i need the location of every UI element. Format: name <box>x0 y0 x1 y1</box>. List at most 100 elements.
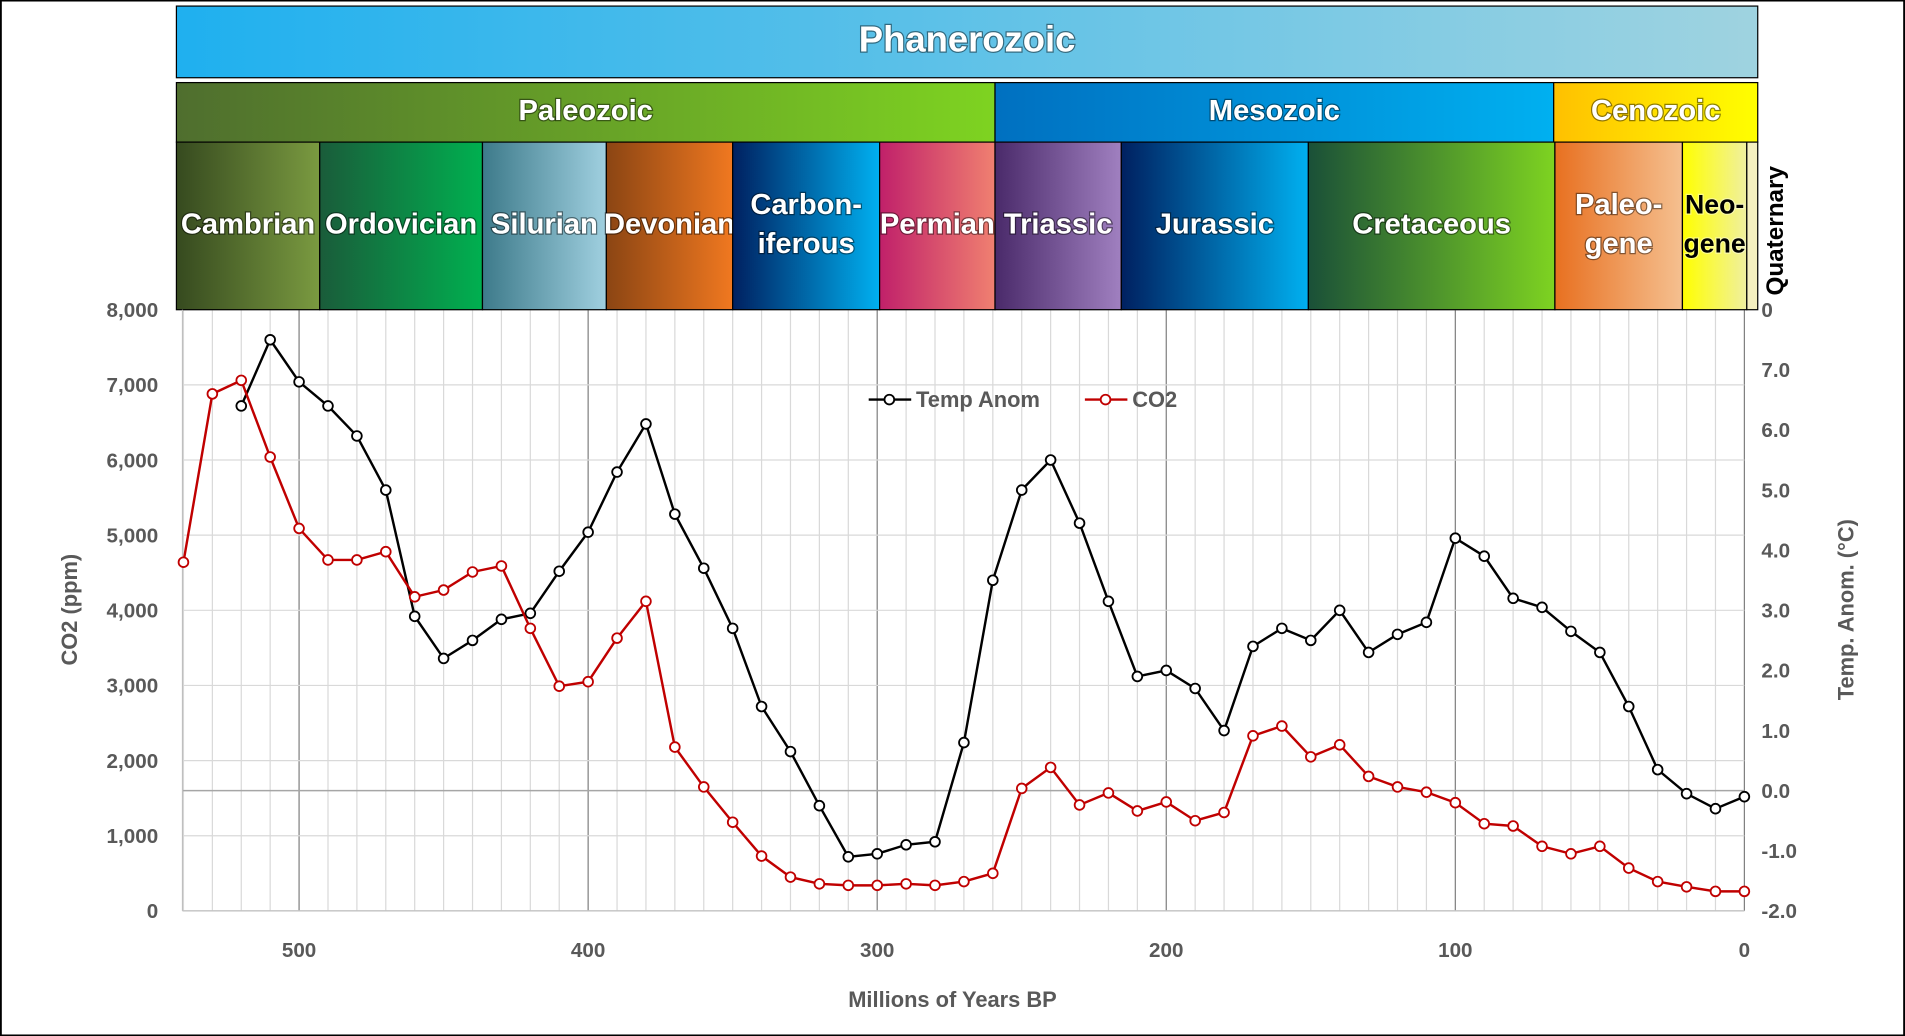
co2-data-point <box>437 584 450 596</box>
y2-tick-label: 6.0 <box>1761 419 1790 442</box>
plot-area <box>177 333 1751 898</box>
period-9-label: Paleo- <box>1575 189 1662 221</box>
period-1-band <box>319 141 484 311</box>
y-tick-label: 6,000 <box>107 449 159 472</box>
cenozoic-band <box>1553 81 1759 143</box>
co2-data-point <box>842 879 855 892</box>
y-axis-title: CO2 (ppm) <box>57 554 82 666</box>
co2-data-point <box>495 560 508 572</box>
period-10-label: gene <box>1683 228 1745 258</box>
y-tick-label: 7,000 <box>107 374 159 397</box>
temp-data-point <box>1218 724 1230 737</box>
temp-data-point <box>1622 700 1635 713</box>
x-axis-title: Millions of Years BP <box>848 987 1057 1012</box>
temp-data-point <box>755 700 768 713</box>
legend-temp-marker <box>883 393 896 406</box>
timescale: Phanerozoic Paleozoic Mesozoic Cenozoic Camb… <box>175 5 1789 311</box>
temp-data-point <box>1131 670 1144 683</box>
y-tick-label: 3,000 <box>107 675 159 698</box>
period-0-label: Cambrian <box>181 209 315 241</box>
temp-data-point <box>235 400 248 412</box>
co2-data-point <box>1247 730 1259 742</box>
x-tick-label: 400 <box>571 939 605 962</box>
period-3-label: Devonian <box>604 209 735 241</box>
co2-data-point <box>958 875 970 888</box>
paleozoic-band <box>175 81 996 143</box>
temp-data-point <box>1449 532 1462 544</box>
co2-data-point <box>1362 770 1375 783</box>
y2-tick-label: 5.0 <box>1761 479 1790 502</box>
temp-data-point <box>813 799 826 812</box>
temp-data-point <box>1276 622 1288 635</box>
temp-data-point <box>293 376 305 388</box>
co2-data-point <box>1449 796 1462 809</box>
co2-data-point <box>611 632 623 644</box>
period-2-band <box>481 141 607 311</box>
x-tick-label: 200 <box>1149 939 1183 962</box>
co2-data-point <box>177 556 190 568</box>
temp-data-point <box>1565 625 1577 638</box>
temp-data-point <box>1536 601 1548 614</box>
co2-data-point <box>1276 720 1288 732</box>
co2-data-point <box>408 591 421 603</box>
co2-data-point <box>1594 840 1606 853</box>
quaternary-band <box>1746 141 1759 311</box>
temp-data-point <box>611 466 623 478</box>
co2-data-point <box>351 554 363 566</box>
legend-co2-label: CO2 <box>1132 387 1177 412</box>
y-tick-label: 8,000 <box>107 299 159 322</box>
cenozoic-label: Cenozoic <box>1591 95 1720 127</box>
temp-data-point <box>582 526 594 538</box>
period-8-label: Cretaceous <box>1352 209 1511 241</box>
co2-data-point <box>235 374 248 387</box>
phanerozoic-label: Phanerozoic <box>859 19 1076 60</box>
co2-data-point <box>1044 761 1057 774</box>
x-tick-label: 0 <box>1739 939 1750 962</box>
co2-data-point <box>871 879 883 892</box>
temp-data-point <box>900 839 912 851</box>
period-7-band <box>1120 141 1309 311</box>
period-10-label: Neo- <box>1685 190 1744 220</box>
period-0-band <box>175 141 321 311</box>
temp-data-point <box>640 418 652 430</box>
temp-data-point <box>1102 595 1115 608</box>
quaternary-label: Quaternary <box>1762 165 1789 295</box>
co2-data-point <box>755 850 768 862</box>
co2-data-point <box>726 816 739 828</box>
period-4-band <box>732 141 881 311</box>
temp-data-point <box>1362 646 1375 659</box>
phanerozoic-band <box>175 5 1759 79</box>
co2-data-point <box>1420 786 1433 798</box>
co2-data-point <box>929 879 941 892</box>
temp-data-point <box>1709 802 1722 815</box>
period-9-label: gene <box>1585 228 1653 260</box>
y2-tick-label: 2.0 <box>1761 660 1790 683</box>
temp-data-point <box>784 745 797 758</box>
axes: 500 400 300 200 100 0 0 1,000 2,000 3,000 4,000 5,0… <box>107 299 1797 962</box>
co2-data-point <box>1160 796 1173 808</box>
y2-tick-label: 3.0 <box>1761 600 1790 623</box>
temp-data-point <box>1420 616 1433 629</box>
temp-data-point <box>408 610 421 623</box>
co2-data-point <box>1391 781 1404 793</box>
temp-data-point <box>842 851 855 863</box>
co2-data-point <box>1536 840 1548 853</box>
temp-data-point <box>987 574 999 587</box>
temp-data-point <box>495 613 508 626</box>
co2-data-point <box>697 781 710 793</box>
co2-data-point <box>669 741 681 753</box>
co2-data-point <box>1333 739 1346 751</box>
temp-data-point <box>697 562 710 574</box>
legend: Temp Anom CO2 <box>868 387 1177 412</box>
period-10-band <box>1681 141 1748 311</box>
y2-axis-title: Temp. Anom. (°C) <box>1834 519 1859 700</box>
period-7-label: Jurassic <box>1156 209 1274 241</box>
temp-data-point <box>1680 787 1693 800</box>
co2-data-point <box>784 871 797 883</box>
co2-data-point <box>900 878 912 890</box>
period-5-band <box>879 141 996 311</box>
legend-co2-marker <box>1099 393 1112 406</box>
x-tick-label: 500 <box>282 939 316 962</box>
y-tick-label: 1,000 <box>107 825 159 848</box>
